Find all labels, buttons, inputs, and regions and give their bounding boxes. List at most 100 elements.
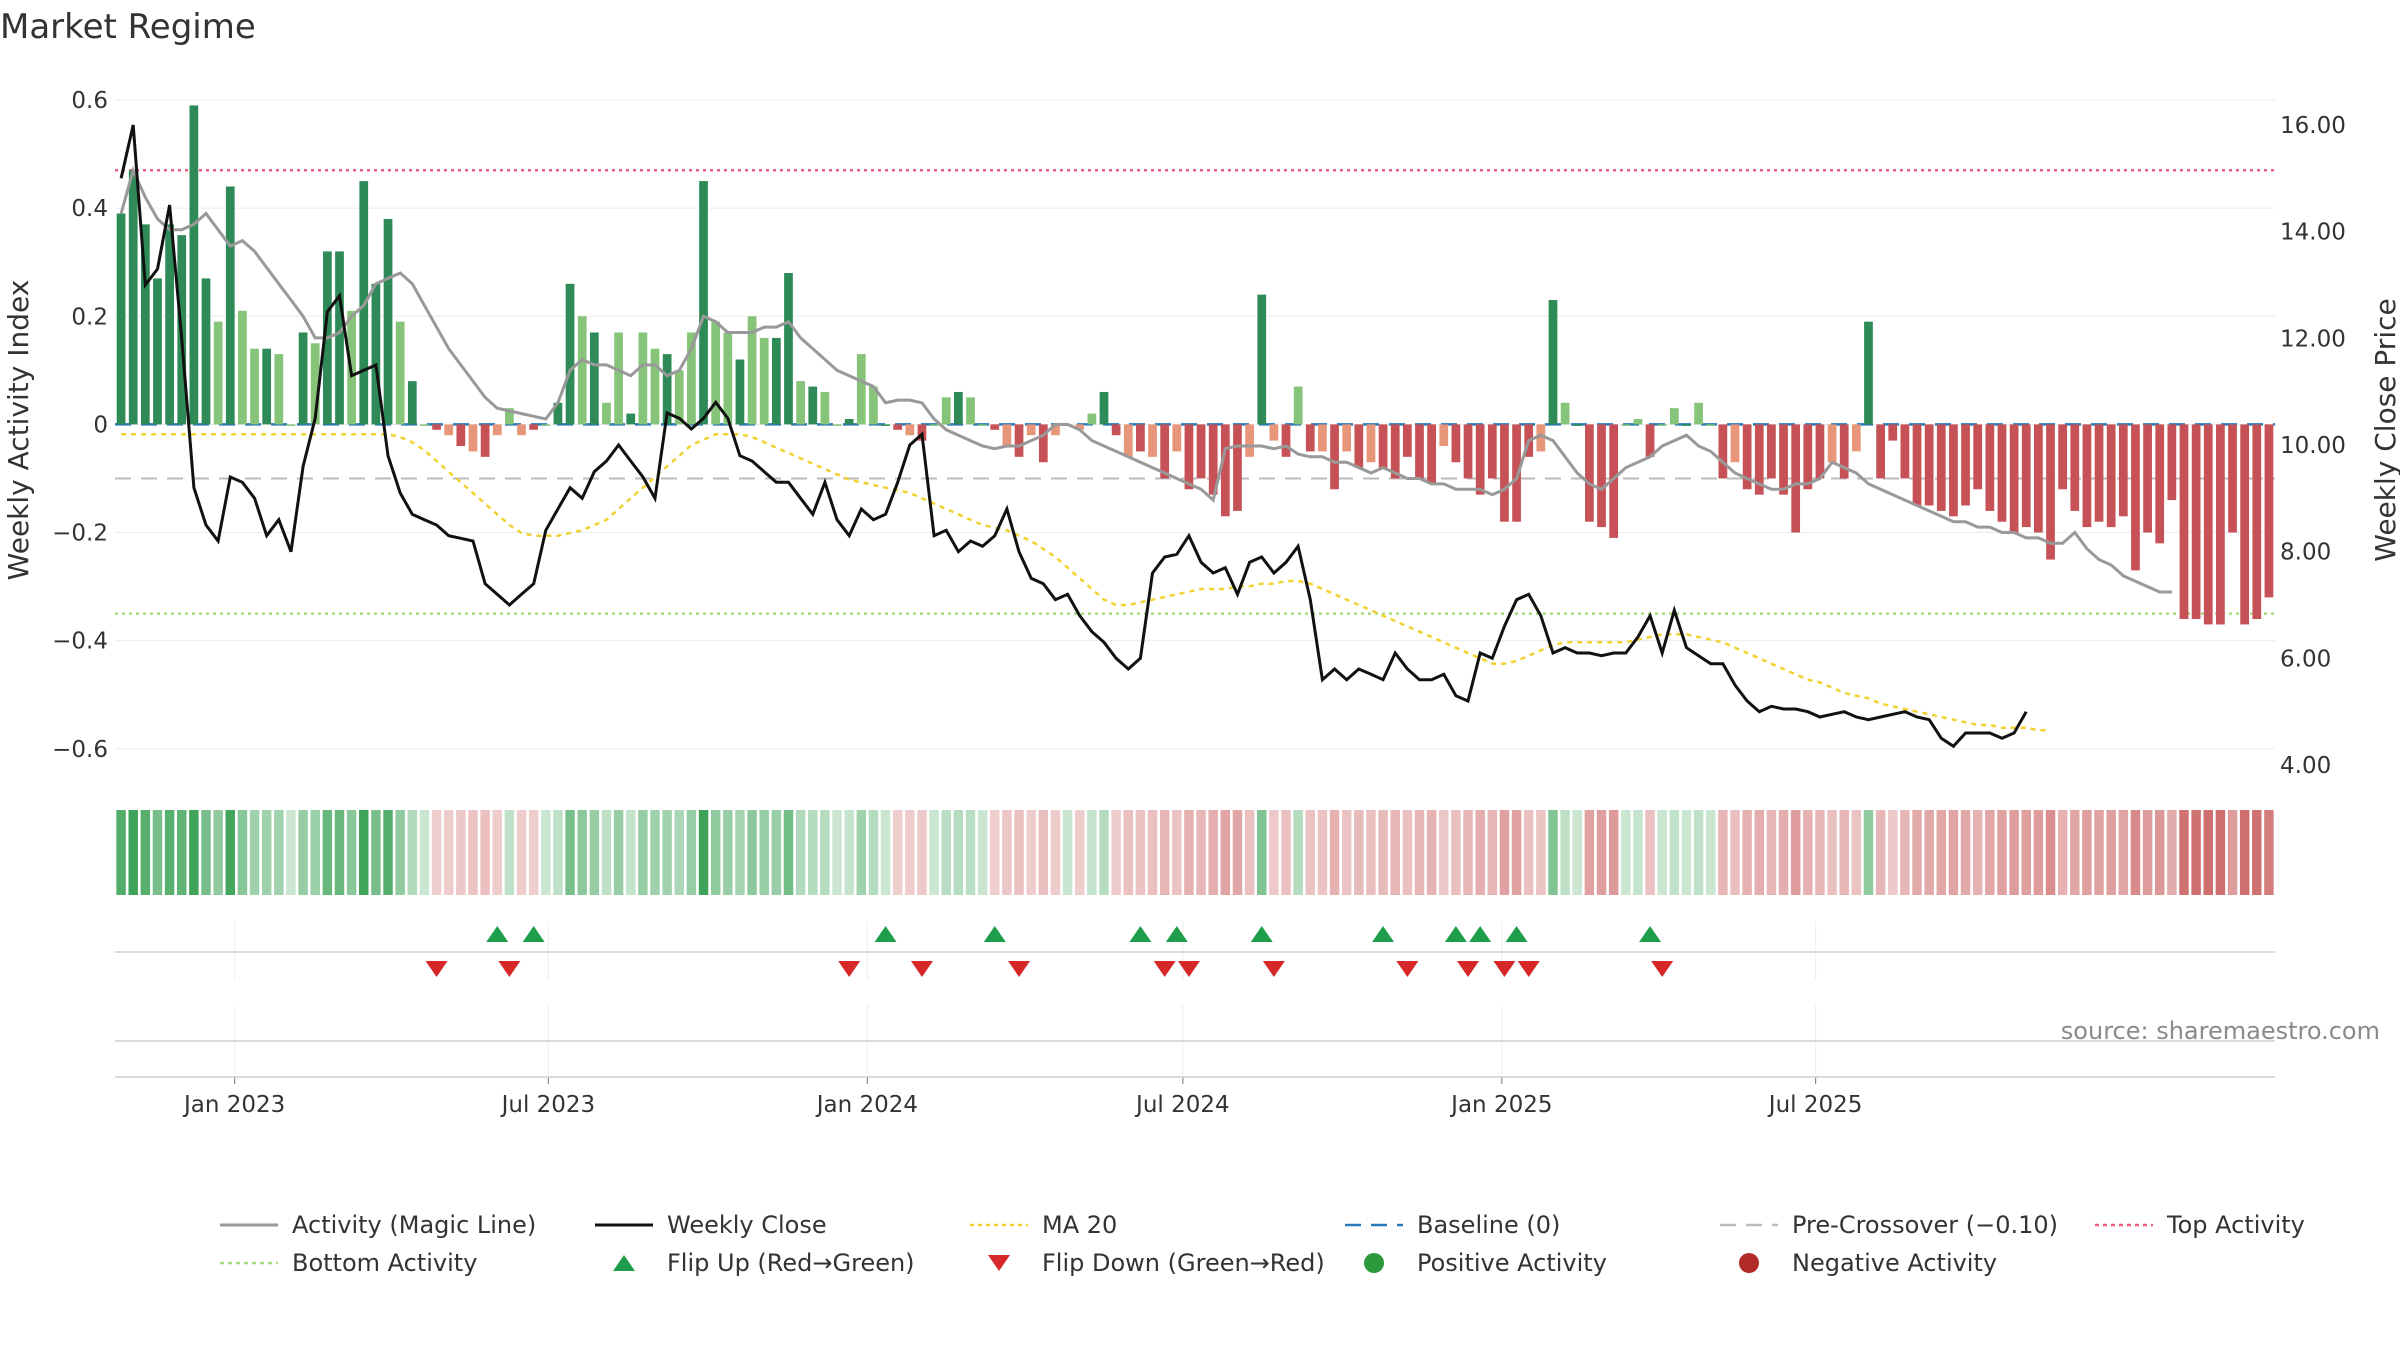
activity-bar xyxy=(1900,424,1910,479)
regime-strip-cell xyxy=(322,810,333,895)
regime-strip-cell xyxy=(856,810,867,895)
regime-strip-cell xyxy=(419,810,430,895)
regime-strip-cell xyxy=(116,810,126,895)
x-tick-label: Jul 2023 xyxy=(500,1092,596,1118)
regime-strip-cell xyxy=(1875,810,1886,895)
legend-label: Flip Down (Green→Red) xyxy=(1042,1249,1325,1277)
regime-strip-cell xyxy=(237,810,248,895)
regime-strip-cell xyxy=(1536,810,1546,895)
activity-bar xyxy=(1366,424,1376,463)
right-tick-label: 14.00 xyxy=(2280,220,2346,246)
activity-bar xyxy=(2046,424,2055,560)
flip-up-marker xyxy=(1372,926,1395,942)
regime-strip-cell xyxy=(1633,810,1643,895)
flip-down-marker xyxy=(1493,961,1516,977)
activity-bar xyxy=(2082,424,2092,528)
activity-bar xyxy=(1657,424,1667,426)
activity-bar xyxy=(1791,424,1801,533)
regime-strip-cell xyxy=(1111,810,1121,895)
regime-strip-cell xyxy=(1475,810,1485,895)
left-tick-label: 0.6 xyxy=(71,88,108,114)
legend-label: Baseline (0) xyxy=(1417,1211,1560,1239)
regime-strip-cell xyxy=(1074,810,1085,895)
legend-label: Positive Activity xyxy=(1417,1249,1607,1277)
regime-strip-cell xyxy=(662,810,672,895)
flip-up-marker xyxy=(1469,926,1492,942)
regime-strip-cell xyxy=(274,810,284,895)
legend: Activity (Magic Line) Weekly Close MA 20 Ba… xyxy=(220,1211,2305,1277)
activity-bar xyxy=(2034,424,2043,533)
regime-strip-cell xyxy=(443,810,454,895)
legend-swatch xyxy=(1739,1253,1759,1273)
regime-strip-cell xyxy=(2082,810,2092,895)
regime-strip-cell xyxy=(1135,810,1146,895)
regime-strip-cell xyxy=(334,810,345,895)
flip-down-marker xyxy=(1153,961,1176,977)
regime-strip-cell xyxy=(1669,810,1680,895)
regime-strip-cell xyxy=(1888,810,1898,895)
regime-strip-cell xyxy=(1985,810,1995,895)
x-tick-label: Jul 2025 xyxy=(1767,1092,1863,1118)
activity-bar xyxy=(250,348,259,425)
regime-strip-cell xyxy=(346,810,357,895)
regime-strip-cell xyxy=(880,810,891,895)
regime-strip-cell xyxy=(2118,810,2129,895)
regime-strip-cell xyxy=(2154,810,2165,895)
activity-bar xyxy=(407,381,417,425)
right-tick-label: 10.00 xyxy=(2280,433,2346,459)
regime-strip-cell xyxy=(832,810,842,895)
regime-strip-cell xyxy=(1851,810,1862,895)
regime-strip-cell xyxy=(249,810,260,895)
activity-bar xyxy=(2264,424,2274,598)
activity-bar xyxy=(1621,424,1631,426)
activity-bar xyxy=(1827,424,1837,463)
activity-bar xyxy=(1257,294,1267,425)
activity-bar xyxy=(1148,424,1157,457)
activity-bar xyxy=(1718,424,1728,479)
activity-bar xyxy=(1220,424,1230,517)
regime-strip-cell xyxy=(892,810,903,895)
regime-strip-cell xyxy=(1317,810,1328,895)
activity-bar xyxy=(140,224,150,425)
activity-bar xyxy=(1075,424,1085,430)
regime-strip-cell xyxy=(1414,810,1425,895)
flip-up-marker xyxy=(983,926,1006,942)
flip-up-marker xyxy=(1444,926,1467,942)
regime-strip-cell xyxy=(1778,810,1789,895)
regime-strip-cell xyxy=(310,810,320,895)
activity-bar xyxy=(189,105,199,425)
activity-bar xyxy=(505,408,514,425)
activity-bar xyxy=(262,348,272,425)
activity-bar xyxy=(1694,402,1703,425)
regime-strip-cell xyxy=(1329,810,1340,895)
regime-strip-cell xyxy=(516,810,527,895)
activity-bar xyxy=(383,218,393,425)
regime-strip-cell xyxy=(1839,810,1849,895)
flip-down-marker xyxy=(838,961,861,977)
regime-strip-cell xyxy=(261,810,272,895)
activity-bar xyxy=(1536,424,1546,452)
regime-strip-cell xyxy=(298,810,308,895)
regime-strip-cell xyxy=(1924,810,1934,895)
regime-strip-cell xyxy=(1596,810,1607,895)
activity-bar xyxy=(2228,424,2237,533)
activity-bar xyxy=(2143,424,2152,533)
flip-down-marker xyxy=(1517,961,1540,977)
regime-strip-cell xyxy=(783,810,794,895)
activity-bar xyxy=(1997,424,2007,522)
regime-strip-cell xyxy=(1705,810,1716,895)
regime-strip-cell xyxy=(2130,810,2141,895)
regime-strip-cell xyxy=(468,810,478,895)
regime-strip xyxy=(116,810,2274,895)
activity-bar xyxy=(2216,424,2225,625)
activity-bar xyxy=(2058,424,2068,490)
regime-strip-cell xyxy=(1062,810,1073,895)
regime-strip-cell xyxy=(1208,810,1218,895)
regime-strip-cell xyxy=(710,810,721,895)
activity-bar xyxy=(796,381,805,425)
regime-strip-cell xyxy=(565,810,575,895)
activity-bar xyxy=(371,283,381,425)
regime-strip-cell xyxy=(953,810,964,895)
activity-bar xyxy=(1730,424,1740,463)
